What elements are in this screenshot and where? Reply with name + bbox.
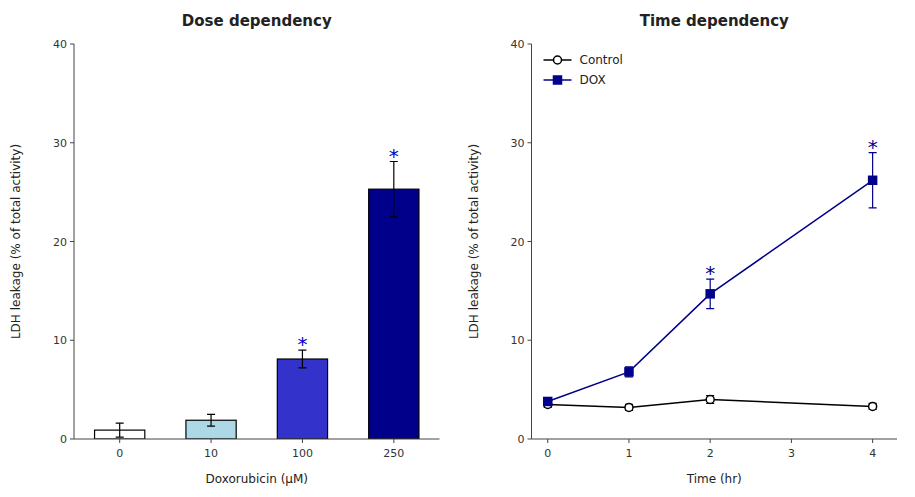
- legend: Control DOX: [544, 53, 623, 87]
- annotation: *: [389, 144, 399, 168]
- plot-area: [544, 153, 877, 412]
- series: [544, 153, 877, 406]
- x-tick: [119, 439, 120, 443]
- point: [869, 176, 877, 184]
- x-tick: [791, 439, 792, 443]
- legend-marker: [554, 56, 562, 64]
- annotations: **: [705, 135, 877, 285]
- y-tick-label: 10: [511, 334, 525, 347]
- legend-marker: [554, 76, 562, 84]
- y-tick: [70, 142, 74, 143]
- y-tick-label: 40: [53, 38, 67, 51]
- y-tick-label: 20: [511, 236, 525, 249]
- x-tick-label: 4: [869, 447, 876, 460]
- point: [869, 402, 877, 410]
- y-axis-label: LDH leakage (% of total activity): [467, 144, 481, 339]
- x-tick: [302, 439, 303, 443]
- x-tick: [393, 439, 394, 443]
- line: [548, 180, 873, 401]
- y-tick: [70, 44, 74, 45]
- x-axis-line: [532, 439, 898, 440]
- x-tick: [710, 439, 711, 443]
- y-tick: [70, 340, 74, 341]
- error-bar: [869, 153, 877, 208]
- point: [706, 396, 714, 404]
- y-axis-line: [74, 44, 75, 439]
- bar: [277, 359, 327, 439]
- y-tick-label: 0: [60, 433, 67, 446]
- bar: [369, 189, 419, 439]
- x-tick: [547, 439, 548, 443]
- x-tick: [872, 439, 873, 443]
- y-tick-label: 30: [53, 137, 67, 150]
- x-tick-label: 250: [383, 447, 404, 460]
- error-bar: [625, 367, 633, 377]
- y-tick-label: 20: [53, 236, 67, 249]
- x-axis-line: [74, 439, 440, 440]
- annotation: *: [868, 135, 878, 159]
- plot-area: [95, 162, 419, 439]
- y-tick-label: 10: [53, 334, 67, 347]
- annotation: *: [297, 332, 307, 356]
- x-tick-label: 2: [707, 447, 714, 460]
- error-bar: [544, 398, 552, 406]
- y-tick: [528, 439, 532, 440]
- y-tick-label: 0: [518, 433, 525, 446]
- x-tick: [211, 439, 212, 443]
- y-tick: [528, 44, 532, 45]
- y-tick: [528, 340, 532, 341]
- panel: Dose dependency Doxorubicin (μM) LDH leaka…: [9, 12, 440, 486]
- x-tick: [628, 439, 629, 443]
- panel: Time dependency Time (hr) LDH leakage (% o…: [467, 12, 898, 486]
- y-tick-label: 40: [511, 38, 525, 51]
- annotations: **: [297, 144, 398, 357]
- error-bar: [706, 396, 714, 404]
- y-tick: [70, 241, 74, 242]
- error-bar: [207, 414, 215, 426]
- x-tick-label: 1: [625, 447, 632, 460]
- y-tick: [70, 439, 74, 440]
- y-tick-label: 30: [511, 137, 525, 150]
- series: [544, 396, 877, 412]
- point: [706, 290, 714, 298]
- point: [625, 368, 633, 376]
- x-tick-label: 10: [204, 447, 218, 460]
- error-bar: [116, 423, 124, 437]
- y-axis-line: [531, 44, 532, 439]
- y-tick: [528, 142, 532, 143]
- x-axis-label: Time (hr): [686, 472, 742, 486]
- y-tick: [528, 241, 532, 242]
- point: [625, 403, 633, 411]
- legend-label: Control: [580, 53, 623, 67]
- point: [544, 397, 552, 405]
- x-tick-label: 0: [116, 447, 123, 460]
- annotation: *: [705, 261, 715, 285]
- x-tick-label: 0: [544, 447, 551, 460]
- x-axis-label: Doxorubicin (μM): [206, 472, 308, 486]
- title: Dose dependency: [182, 12, 332, 30]
- x-tick-label: 100: [292, 447, 313, 460]
- y-axis-label: LDH leakage (% of total activity): [9, 144, 23, 339]
- chart: Dose dependency Doxorubicin (μM) LDH leaka…: [0, 0, 915, 497]
- error-bar: [390, 162, 398, 217]
- title: Time dependency: [640, 12, 789, 30]
- legend-label: DOX: [580, 73, 606, 87]
- x-tick-label: 3: [788, 447, 795, 460]
